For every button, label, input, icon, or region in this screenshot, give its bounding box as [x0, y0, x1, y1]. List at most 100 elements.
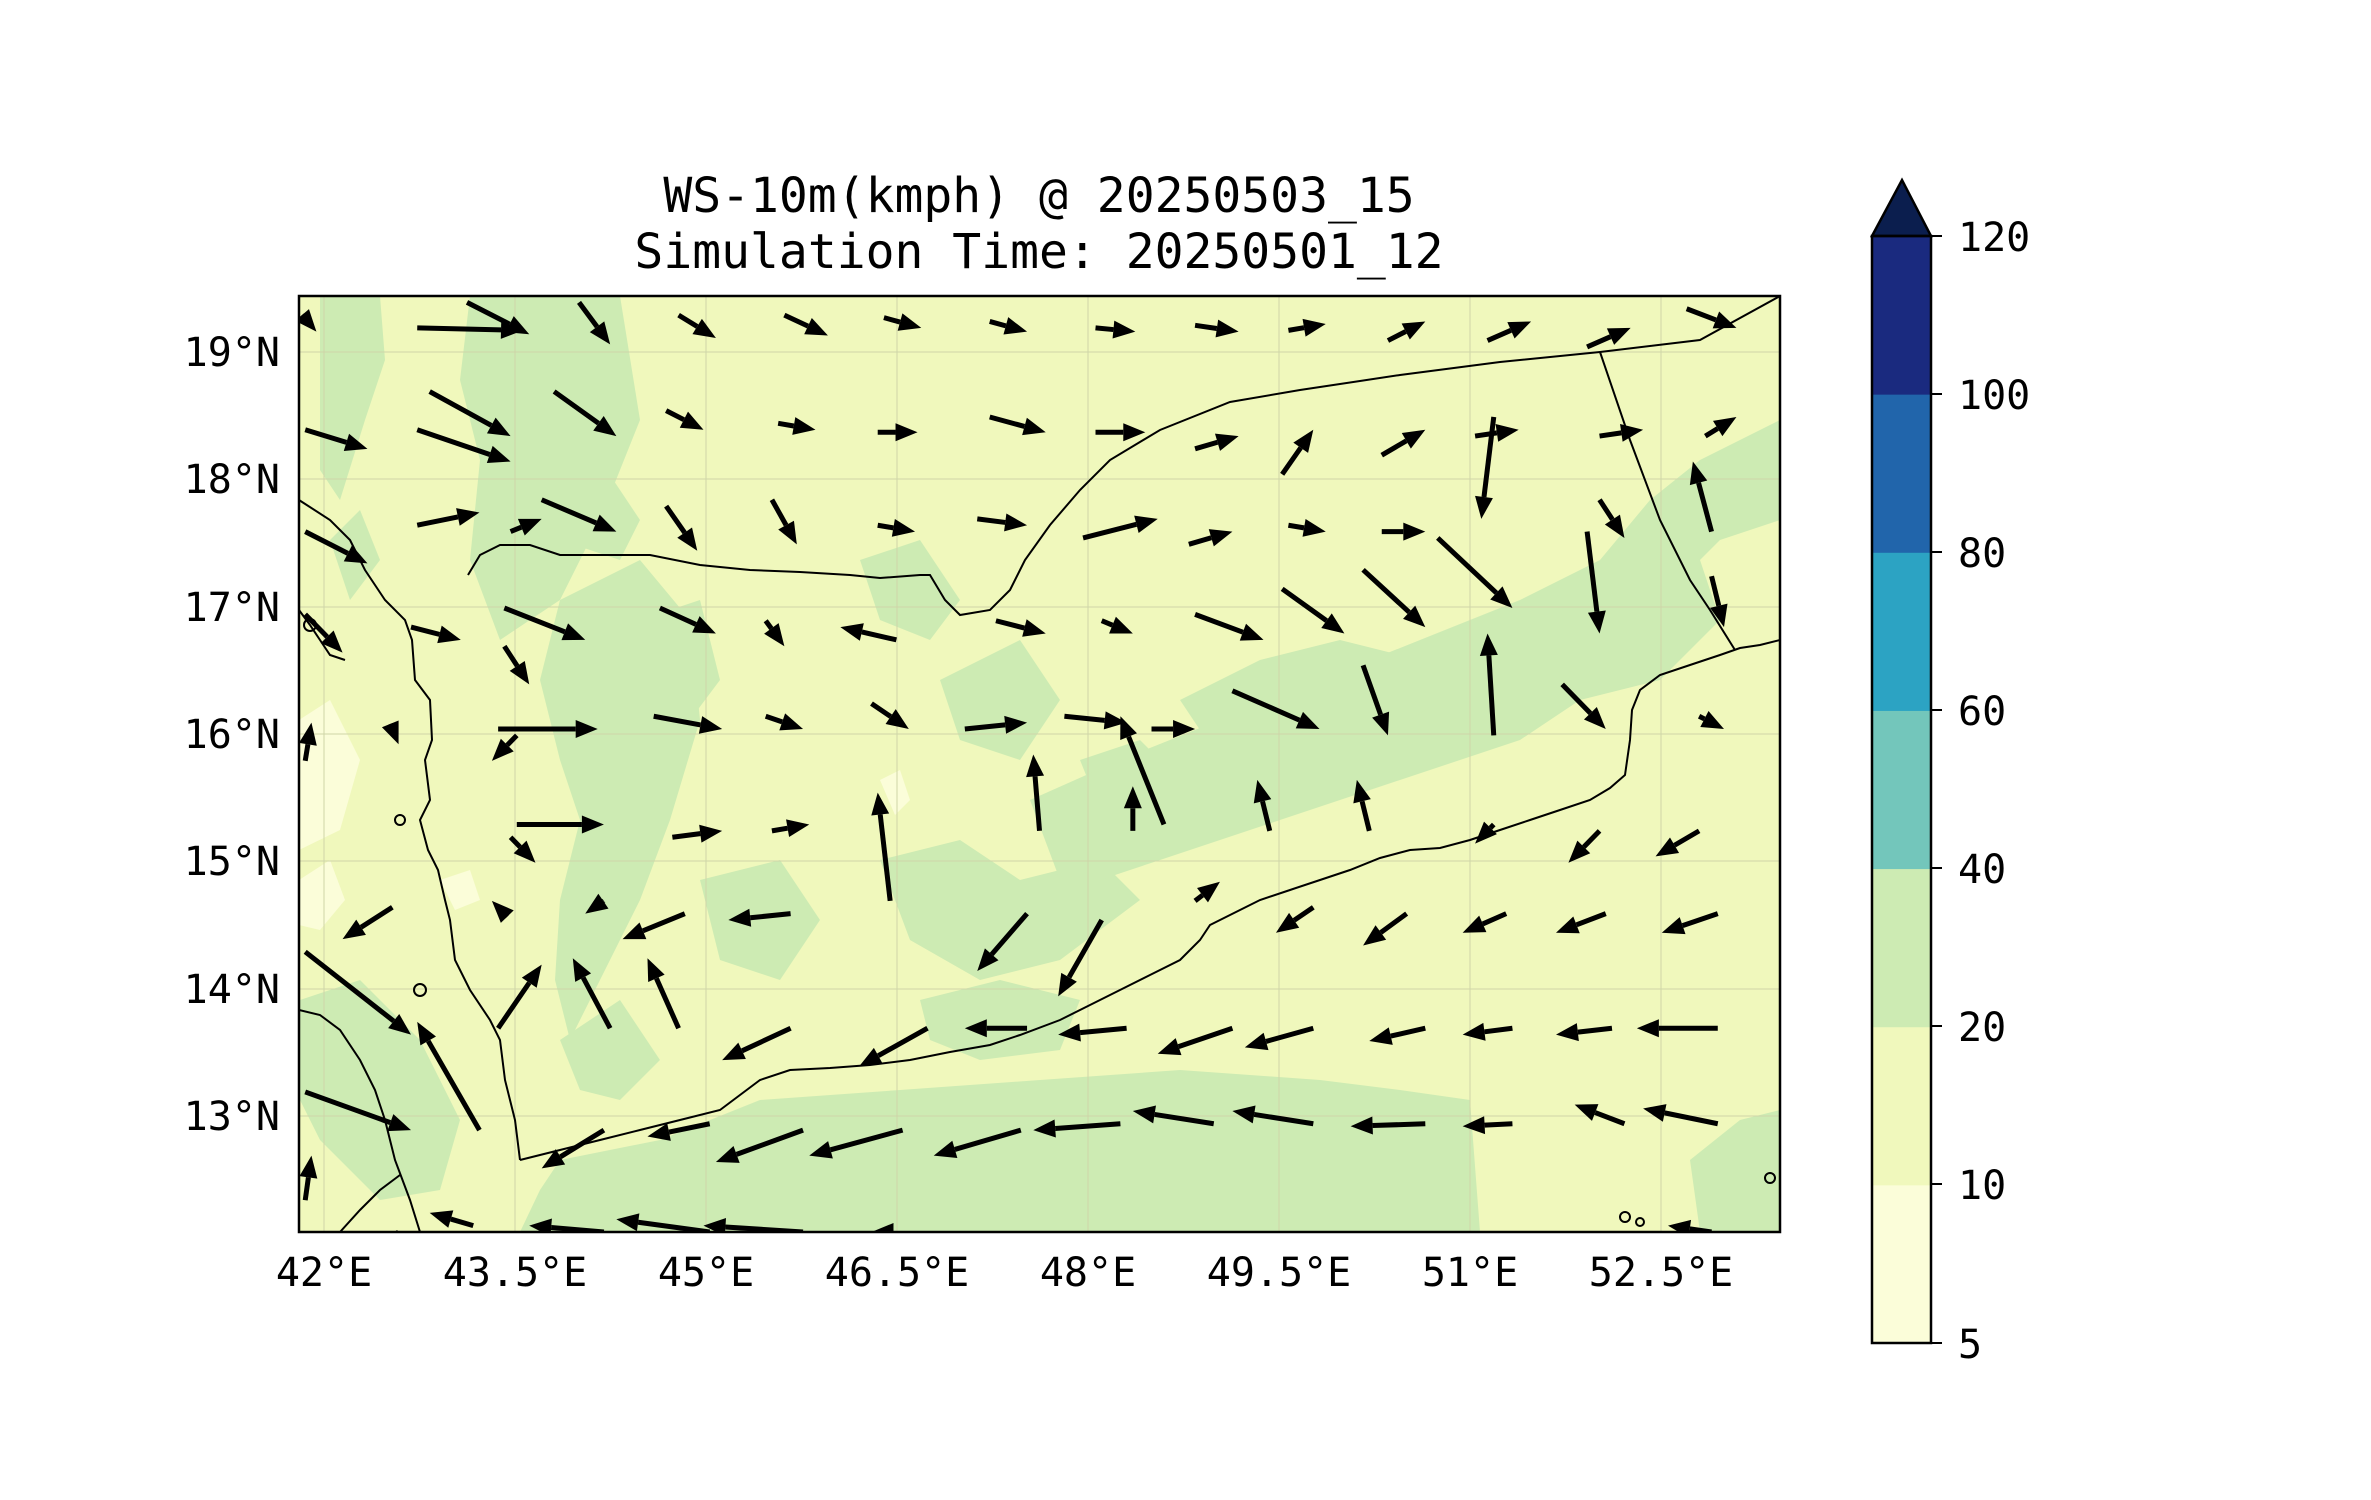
- wind-arrow-shaft: [1436, 536, 1499, 595]
- wind-arrow-head: [692, 616, 716, 634]
- wind-arrow-head: [437, 625, 461, 644]
- wind-arrow: [1555, 911, 1607, 934]
- wind-arrow-shaft: [1361, 567, 1411, 615]
- wind-arrow: [1275, 905, 1315, 933]
- wind-arrow: [995, 618, 1046, 637]
- wind-arrow-head: [342, 919, 366, 940]
- wind-arrow-head: [964, 1019, 987, 1038]
- wind-arrow-head: [381, 720, 399, 745]
- wind-arrow: [1082, 515, 1158, 541]
- wind-arrow-head: [486, 445, 511, 463]
- wind-arrow: [1475, 821, 1497, 844]
- wind-arrow: [304, 1089, 412, 1132]
- wind-arrow: [622, 911, 686, 940]
- wind-arrow-shaft: [1575, 911, 1607, 928]
- wind-arrow-head: [1321, 613, 1345, 634]
- wind-arrow: [653, 713, 723, 734]
- wind-arrow: [964, 715, 1028, 734]
- wind-arrow: [299, 309, 317, 332]
- wind-arrow: [871, 792, 893, 902]
- lon-tick-label: 43.5°E: [443, 1250, 588, 1296]
- colorbar-frame: [1870, 234, 1933, 1345]
- wind-arrow: [783, 312, 828, 336]
- wind-arrow-shaft: [771, 825, 788, 834]
- wind-arrow-shaft: [1055, 1121, 1121, 1132]
- wind-arrow: [1193, 881, 1220, 903]
- wind-arrow: [1369, 1025, 1426, 1045]
- wind-arrow-shaft: [677, 312, 699, 329]
- wind-arrow-shaft: [1095, 325, 1114, 333]
- colorbar-band: [1872, 1184, 1931, 1344]
- wind-arrow-head: [1620, 423, 1644, 442]
- colorbar-level-label: 100: [1958, 373, 2030, 419]
- wind-arrow-shaft: [1372, 1121, 1426, 1129]
- wind-arrow-head: [1058, 972, 1077, 997]
- wind-arrow-head: [933, 1140, 958, 1159]
- wind-arrow-shaft: [653, 713, 701, 728]
- wind-arrow-head: [977, 948, 999, 971]
- colorbar-labels: 120 100 80 60 40 20 10 5: [1958, 215, 2030, 1368]
- wind-arrow: [1244, 1025, 1314, 1051]
- wind-arrow: [1462, 911, 1508, 933]
- wind-arrow-shaft: [1704, 426, 1720, 439]
- wind-arrow: [503, 605, 586, 641]
- wind-arrow-head: [1132, 1105, 1156, 1124]
- wind-arrow-shaft: [1079, 1025, 1127, 1036]
- colorbar: 120 100 80 60 40 20 10 5: [1869, 177, 2030, 1368]
- wind-arrow-head: [1123, 423, 1146, 442]
- wind-arrow-head: [778, 520, 797, 545]
- wind-arrow: [1643, 1104, 1719, 1127]
- wind-arrow-shaft: [964, 722, 1006, 732]
- wind-arrow-head: [521, 964, 542, 988]
- wind-arrow-shaft: [1082, 521, 1138, 541]
- saudi-yemen-border: [467, 296, 1780, 617]
- wind-arrow: [1350, 1116, 1426, 1135]
- wind-arrow-head: [1555, 1023, 1579, 1042]
- wind-arrow-shaft: [1032, 776, 1042, 832]
- wind-arrow-shaft: [1709, 575, 1722, 607]
- wind-arrow-head: [509, 661, 530, 685]
- wind-arrow-shaft: [1586, 334, 1612, 350]
- lat-tick-label: 13°N: [184, 1094, 280, 1140]
- wind-arrow-shaft: [304, 529, 350, 556]
- wind-arrow-shaft: [1673, 828, 1701, 848]
- wind-arrow: [1560, 682, 1606, 729]
- wind-arrow-shaft: [1594, 1110, 1626, 1127]
- wind-arrow-head: [1583, 706, 1606, 729]
- wind-arrow-shaft: [509, 524, 523, 534]
- wind-arrow-shaft: [303, 612, 329, 639]
- wind-arrow: [429, 1210, 474, 1229]
- wind-arrow-shaft: [1685, 306, 1717, 323]
- wind-arrow-head: [491, 900, 514, 923]
- wind-arrow-head: [1462, 1116, 1486, 1135]
- wind-arrow-shaft: [1231, 688, 1301, 723]
- wind-arrow-head: [1363, 925, 1387, 946]
- longitude-ticks: 42°E 43.5°E 45°E 46.5°E 48°E 49.5°E 51°E…: [276, 1250, 1733, 1296]
- wind-arrow-shaft: [1488, 822, 1496, 830]
- wind-arrow-shaft: [1154, 1111, 1215, 1127]
- wind-arrow: [417, 1021, 482, 1132]
- wind-arrow: [722, 1025, 792, 1061]
- gulf-of-aden-coast: [519, 639, 1780, 1161]
- wind-arrow: [877, 519, 916, 537]
- wind-arrow-shaft: [1280, 586, 1328, 623]
- wind-arrow: [1655, 828, 1701, 857]
- wind-arrow-shaft: [777, 420, 795, 429]
- wind-arrow: [491, 900, 514, 923]
- wind-arrow: [1479, 633, 1498, 736]
- wind-arrow-head: [859, 1047, 883, 1067]
- wind-arrow-head: [1208, 529, 1233, 547]
- wind-arrow-head: [299, 309, 317, 332]
- wind-arrow-head: [486, 417, 511, 437]
- wind-arrow: [1287, 318, 1326, 337]
- wind-arrow-head: [715, 1145, 740, 1163]
- wind-arrow-head: [779, 713, 804, 731]
- figure-subtitle: Simulation Time: 20250501_12: [634, 224, 1443, 280]
- wind-arrow-shaft: [1599, 430, 1622, 439]
- wind-arrow: [883, 313, 922, 331]
- wind-arrow-head: [891, 519, 916, 537]
- wind-arrow-head: [1403, 605, 1426, 628]
- wind-arrow: [1380, 429, 1426, 458]
- wind-arrow: [509, 518, 542, 536]
- wind-arrow-head: [616, 1213, 640, 1232]
